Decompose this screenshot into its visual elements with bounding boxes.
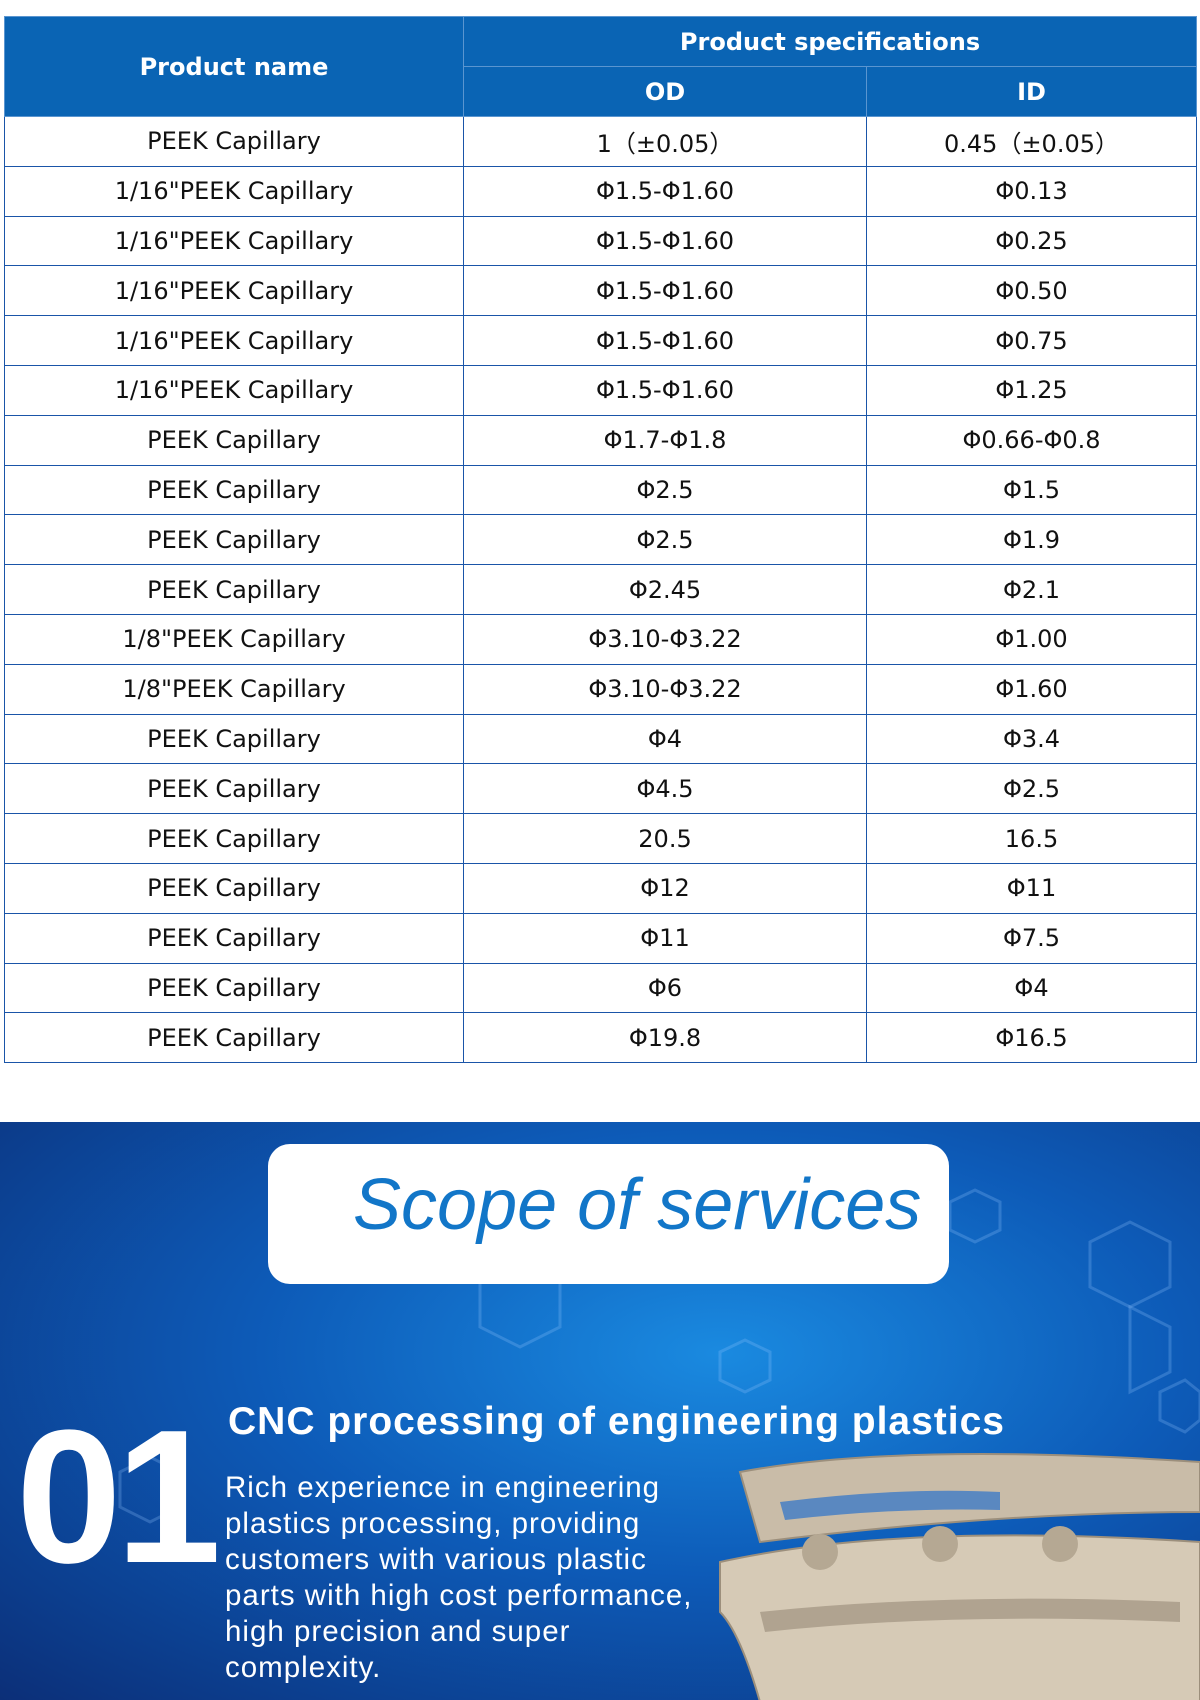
table-cell: Φ0.25 (865, 215, 1198, 267)
table-cell: 1/16"PEEK Capillary (4, 215, 464, 267)
table-cell: Φ6 (463, 962, 867, 1014)
table-row: PEEK Capillary Φ4.5 Φ2.5 (4, 763, 1198, 815)
table-row: PEEK Capillary 1（±0.05） 0.45（±0.05） (4, 116, 1198, 167)
table-cell: Φ1.00 (865, 613, 1198, 665)
header-cell: Product specifications (462, 16, 1198, 67)
title-box: Scope of services (268, 1144, 949, 1284)
table-row: 1/16"PEEK Capillary Φ1.5-Φ1.60 Φ1.25 (4, 364, 1198, 416)
table-cell: PEEK Capillary (4, 763, 464, 815)
table-cell: PEEK Capillary (4, 116, 464, 167)
table-cell: 1（±0.05） (463, 116, 867, 167)
table-cell: Φ11 (865, 862, 1198, 914)
table-cell: Φ2.5 (463, 514, 867, 566)
table-cell: Φ1.5-Φ1.60 (463, 215, 867, 267)
table-cell: Φ4 (463, 713, 867, 765)
table-cell: Φ1.5-Φ1.60 (463, 315, 867, 366)
table-cell: Φ4.5 (463, 763, 867, 815)
table-row: PEEK Capillary Φ2.5 Φ1.5 (4, 464, 1198, 516)
table-cell: 16.5 (865, 813, 1198, 864)
table-cell: Φ1.5 (865, 464, 1198, 516)
table-cell: PEEK Capillary (4, 912, 464, 964)
section-title: Scope of services (353, 1165, 922, 1245)
table-cell: 1/8"PEEK Capillary (4, 663, 464, 715)
part-illustration (719, 1453, 1200, 1700)
table-row: PEEK Capillary Φ11 Φ7.5 (4, 912, 1198, 964)
table-cell: Φ2.45 (463, 564, 867, 615)
table-cell: Φ0.66-Φ0.8 (865, 414, 1198, 466)
table-row: 1/16"PEEK Capillary Φ1.5-Φ1.60 Φ0.13 (4, 165, 1198, 217)
table-row: 1/16"PEEK Capillary Φ1.5-Φ1.60 Φ0.75 (4, 315, 1198, 366)
item-heading: CNC processing of engineering plastics (228, 1400, 1005, 1443)
hexagon-background (118, 1188, 1200, 1524)
table-cell: Φ1.5-Φ1.60 (463, 165, 867, 217)
table-cell: Φ2.1 (865, 564, 1198, 615)
item-text: Rich experience in engineering plastics … (225, 1471, 693, 1684)
table-row: 1/8"PEEK Capillary Φ3.10-Φ3.22 Φ1.60 (4, 663, 1198, 715)
header-cell: ID (865, 66, 1198, 117)
table-cell: Φ0.50 (865, 265, 1198, 317)
table-cell: 1/8"PEEK Capillary (4, 613, 464, 665)
table-cell: Φ11 (463, 912, 867, 964)
services-section: Scope of services 01 CNC processing of e… (0, 1122, 1200, 1700)
table-cell: PEEK Capillary (4, 813, 464, 864)
table-cell: 20.5 (463, 813, 867, 864)
table-row: PEEK Capillary Φ19.8 Φ16.5 (4, 1012, 1198, 1064)
table-cell: Φ1.5-Φ1.60 (463, 265, 867, 317)
table-cell: Φ12 (463, 862, 867, 914)
table-cell: Φ2.5 (865, 763, 1198, 815)
table-cell: Φ1.5-Φ1.60 (463, 364, 867, 416)
header-cell: OD (463, 66, 867, 117)
table-cell: 1/16"PEEK Capillary (4, 165, 464, 217)
table-row: PEEK Capillary 20.5 16.5 (4, 813, 1198, 864)
table-cell: Φ1.25 (865, 364, 1198, 416)
table-body: PEEK Capillary 1（±0.05） 0.45（±0.05） 1/16"PE… (4, 116, 1198, 1064)
table-cell: PEEK Capillary (4, 564, 464, 615)
table-cell: Φ16.5 (865, 1012, 1198, 1064)
table-cell: PEEK Capillary (4, 414, 464, 466)
table-cell: Φ1.7-Φ1.8 (463, 414, 867, 466)
table-cell: Φ3.10-Φ3.22 (463, 613, 867, 665)
table-row: PEEK Capillary Φ12 Φ11 (4, 862, 1198, 914)
table-row: PEEK Capillary Φ6 Φ4 (4, 962, 1198, 1014)
table-row: 1/8"PEEK Capillary Φ3.10-Φ3.22 Φ1.00 (4, 613, 1198, 665)
table-cell: PEEK Capillary (4, 962, 464, 1014)
item-number: 01 (16, 1391, 221, 1603)
spec-table: Product name Product specifications OD I… (4, 16, 1198, 1064)
header-cell: Product name (4, 16, 464, 117)
table-row: PEEK Capillary Φ1.7-Φ1.8 Φ0.66-Φ0.8 (4, 414, 1198, 466)
table-cell: Φ7.5 (865, 912, 1198, 964)
table-row: 1/16"PEEK Capillary Φ1.5-Φ1.60 Φ0.50 (4, 265, 1198, 317)
table-cell: PEEK Capillary (4, 862, 464, 914)
table-cell: Φ0.75 (865, 315, 1198, 366)
table-cell: Φ4 (865, 962, 1198, 1014)
table-row: 1/16"PEEK Capillary Φ1.5-Φ1.60 Φ0.25 (4, 215, 1198, 267)
table-cell: Φ1.60 (865, 663, 1198, 715)
table-cell: Φ19.8 (463, 1012, 867, 1064)
table-cell: Φ1.9 (865, 514, 1198, 566)
table-cell: Φ0.13 (865, 165, 1198, 217)
table-cell: 0.45（±0.05） (865, 116, 1198, 167)
table-cell: Φ3.4 (865, 713, 1198, 765)
table-cell: PEEK Capillary (4, 514, 464, 566)
table-cell: PEEK Capillary (4, 713, 464, 765)
table-row: PEEK Capillary Φ2.5 Φ1.9 (4, 514, 1198, 566)
table-cell: Φ3.10-Φ3.22 (463, 663, 867, 715)
table-cell: 1/16"PEEK Capillary (4, 364, 464, 416)
table-row: PEEK Capillary Φ4 Φ3.4 (4, 713, 1198, 765)
table-cell: 1/16"PEEK Capillary (4, 265, 464, 317)
table-cell: 1/16"PEEK Capillary (4, 315, 464, 366)
table-cell: PEEK Capillary (4, 1012, 464, 1064)
table-row: PEEK Capillary Φ2.45 Φ2.1 (4, 564, 1198, 615)
table-cell: Φ2.5 (463, 464, 867, 516)
table-cell: PEEK Capillary (4, 464, 464, 516)
